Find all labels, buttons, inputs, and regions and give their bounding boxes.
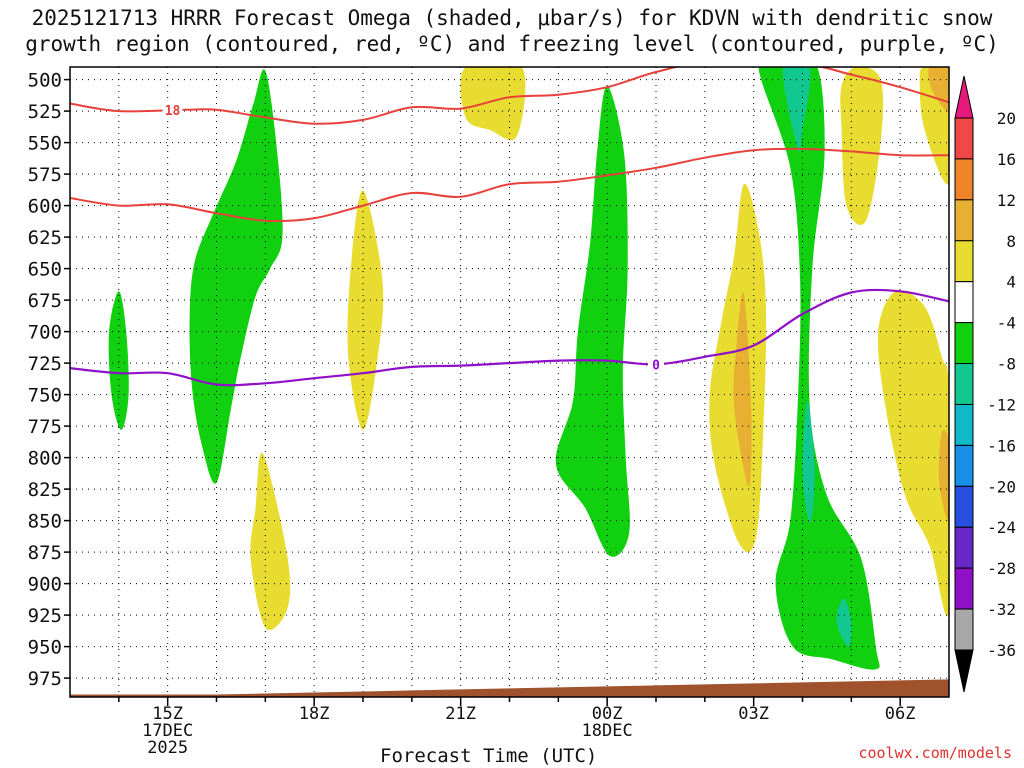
y-tick-label: 550	[28, 133, 62, 155]
y-tick-label: 825	[28, 479, 62, 501]
y-tick-label: 875	[28, 542, 62, 564]
x-tick-label: 15Z	[152, 704, 183, 724]
colorbar-label: 12	[997, 191, 1016, 210]
colorbar-bin	[954, 608, 974, 651]
x-tick-label: 18Z	[299, 704, 330, 724]
omega-region-cyan-b	[802, 400, 815, 524]
y-tick-label: 575	[28, 164, 62, 186]
omega-region-yellow-c	[250, 452, 291, 631]
y-tick-label: 850	[28, 511, 62, 533]
freezing-level-line	[70, 288, 949, 387]
colorbar-bin	[954, 485, 974, 528]
x-tick-label: 00Z	[592, 704, 623, 724]
colorbar-label: -16	[987, 436, 1016, 455]
y-tick-label: 900	[28, 574, 62, 596]
colorbar-bin	[954, 240, 974, 283]
x-tick-sublabel: 2025	[147, 738, 188, 758]
colorbar-bin	[954, 567, 974, 610]
colorbar-bin	[954, 322, 974, 365]
colorbar: 20 16 12 8 4 -4 -8 -12 -16 -20 -24 -28 -32 -36	[954, 75, 1016, 693]
omega-region-cyan-a	[782, 67, 811, 153]
y-tick-label: 525	[28, 101, 62, 123]
y-tick-label: 975	[28, 668, 62, 690]
y-tick-label: 650	[28, 259, 62, 281]
omega-region-cyan-c	[836, 598, 852, 647]
omega-region-orange-a	[733, 292, 752, 487]
x-tick-label: 03Z	[738, 704, 769, 724]
dgz-contour-label: 18	[165, 104, 181, 119]
colorbar-label: -36	[987, 641, 1016, 660]
terrain	[70, 679, 949, 697]
dgz-contour-line	[70, 147, 949, 223]
x-tick-sublabel: 18DEC	[582, 721, 633, 741]
colorbar-label: -28	[987, 559, 1016, 578]
omega-region-yellow-a	[460, 67, 526, 141]
omega-region-green-a	[108, 291, 129, 430]
colorbar-max-arrow	[954, 75, 974, 119]
dgz-label-bg	[162, 102, 183, 118]
credit-link[interactable]: coolwx.com/models	[858, 744, 1012, 762]
omega-region-green-b	[189, 69, 283, 484]
y-tick-label: 800	[28, 448, 62, 470]
freezing-level-label: 0	[652, 358, 660, 373]
colorbar-bin	[954, 444, 974, 487]
y-tick-label: 925	[28, 605, 62, 627]
chart-title-line2: growth region (contoured, red, ºC) and f…	[25, 32, 999, 56]
colorbar-label: 20	[997, 109, 1016, 128]
y-tick-label: 700	[28, 322, 62, 344]
omega-region-orange-c	[938, 429, 949, 522]
y-tick-label: 750	[28, 385, 62, 407]
chart-title-line1: 2025121713 HRRR Forecast Omega (shaded, …	[31, 6, 993, 30]
grid	[70, 67, 949, 697]
omega-region-yellow-e	[840, 67, 884, 225]
colorbar-bin	[954, 281, 974, 324]
y-tick-label: 775	[28, 416, 62, 438]
y-tick-label: 625	[28, 227, 62, 249]
colorbar-label: -4	[997, 314, 1016, 333]
dgz-contours	[70, 67, 949, 387]
x-axis-title: Forecast Time (UTC)	[380, 745, 598, 767]
colorbar-label: -12	[987, 395, 1016, 414]
colorbar-label: 8	[1006, 232, 1016, 251]
colorbar-bin	[954, 117, 974, 160]
omega-region-green-d	[758, 67, 880, 670]
omega-region-green-c	[555, 85, 630, 557]
y-tick-label: 725	[28, 353, 62, 375]
colorbar-label: -8	[997, 355, 1016, 374]
x-tick-sublabel: 17DEC	[142, 721, 193, 741]
colorbar-label: 4	[1006, 273, 1016, 292]
colorbar-bin	[954, 158, 974, 201]
x-tick-label: 21Z	[445, 704, 476, 724]
y-tick-label: 500	[28, 70, 62, 92]
colorbar-label: -32	[987, 600, 1016, 619]
colorbar-bin	[954, 403, 974, 446]
colorbar-bin	[954, 363, 974, 405]
dgz-contour-line	[70, 67, 949, 125]
omega-region-yellow-g	[877, 290, 949, 617]
colorbar-bin	[954, 199, 974, 242]
colorbar-label: 16	[997, 150, 1016, 169]
omega-region-yellow-b	[347, 190, 384, 430]
colorbar-min-arrow	[954, 649, 974, 693]
y-tick-label: 675	[28, 290, 62, 312]
colorbar-label: -20	[987, 477, 1016, 496]
colorbar-bin	[954, 526, 974, 569]
y-tick-label: 950	[28, 637, 62, 659]
y-tick-label: 600	[28, 196, 62, 218]
freezing-label-bg	[648, 356, 664, 372]
omega-shading	[108, 67, 949, 670]
x-tick-label: 06Z	[885, 704, 916, 724]
colorbar-label: -24	[987, 518, 1016, 537]
